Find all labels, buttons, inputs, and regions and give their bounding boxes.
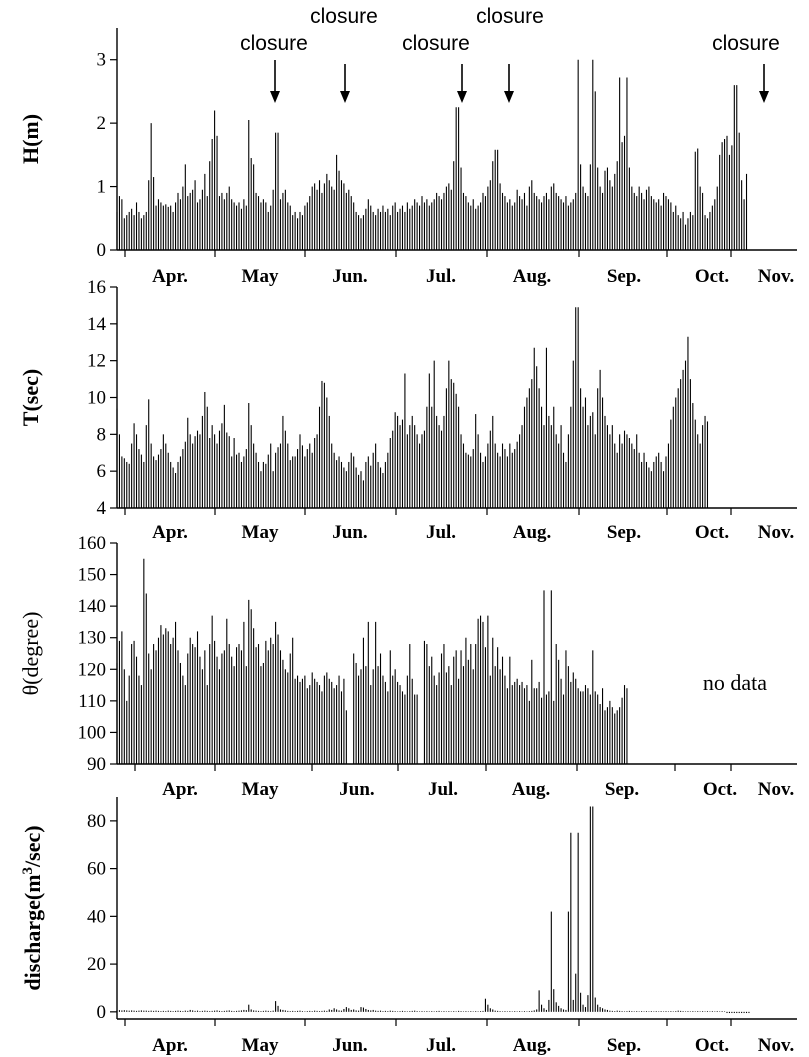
closure-annotation: closure	[240, 32, 308, 55]
y-tick-label: 3	[97, 50, 107, 71]
month-label: Sep.	[605, 779, 639, 800]
y-tick-label: 60	[87, 859, 106, 880]
month-label: Aug.	[513, 522, 552, 543]
y-tick-label: 12	[87, 351, 106, 372]
month-label: Jun.	[332, 266, 367, 287]
closure-annotation: closure	[712, 32, 780, 55]
closure-arrowhead	[270, 91, 280, 103]
y-tick-label: 2	[97, 113, 107, 134]
y-tick-label: 8	[97, 424, 107, 445]
y-tick-label: 90	[87, 754, 106, 775]
closure-arrowhead	[504, 91, 514, 103]
month-label: May	[242, 522, 279, 543]
closure-annotation: closure	[402, 32, 470, 55]
y-tick-label: 10	[87, 388, 106, 409]
y-tick-label: 0	[97, 240, 107, 261]
month-label: Jun.	[339, 779, 374, 800]
y-tick-label: 4	[97, 498, 107, 519]
month-label: Nov.	[758, 522, 794, 543]
month-label: Aug.	[513, 1035, 552, 1056]
y-tick-label: 110	[78, 691, 106, 712]
month-label: Nov.	[758, 779, 794, 800]
month-label: May	[242, 266, 279, 287]
closure-arrowhead	[457, 91, 467, 103]
month-label: Apr.	[152, 522, 188, 543]
closure-arrowhead	[759, 91, 769, 103]
month-label: Jul.	[426, 522, 456, 543]
month-label: May	[242, 1035, 279, 1056]
closure-annotation: closure	[310, 5, 378, 28]
month-label: Sep.	[607, 522, 641, 543]
y-tick-label: 16	[87, 277, 106, 298]
y-tick-label: 130	[78, 628, 107, 649]
month-label: Aug.	[512, 779, 551, 800]
no-data-label: no data	[703, 670, 767, 695]
month-label: Apr.	[152, 1035, 188, 1056]
y-tick-label: 0	[97, 1002, 107, 1023]
y-axis-label: T(sec)	[18, 369, 43, 426]
month-label: Oct.	[695, 522, 729, 543]
y-axis-label: discharge(m3/sec)	[20, 825, 45, 990]
month-label: Oct.	[703, 779, 737, 800]
y-tick-label: 14	[87, 314, 107, 335]
month-label: Jul.	[426, 1035, 456, 1056]
month-label: May	[242, 779, 279, 800]
y-tick-label: 100	[78, 722, 107, 743]
y-tick-label: 140	[78, 596, 107, 617]
month-label: Oct.	[695, 266, 729, 287]
y-axis-label: H(m)	[18, 114, 43, 164]
y-tick-label: 20	[87, 954, 106, 975]
y-tick-label: 80	[87, 811, 106, 832]
month-label: Jun.	[332, 1035, 367, 1056]
month-label: Nov.	[758, 1035, 794, 1056]
y-tick-label: 120	[78, 659, 107, 680]
y-tick-label: 1	[97, 177, 107, 198]
closure-arrowhead	[340, 91, 350, 103]
closure-annotation: closure	[476, 5, 544, 28]
month-label: Jul.	[426, 266, 456, 287]
month-label: Apr.	[152, 266, 188, 287]
y-tick-label: 150	[78, 565, 107, 586]
month-label: Sep.	[607, 266, 641, 287]
month-label: Aug.	[513, 266, 552, 287]
month-label: Jul.	[428, 779, 458, 800]
month-label: Nov.	[758, 266, 794, 287]
y-tick-label: 160	[78, 533, 107, 554]
y-tick-label: 40	[87, 906, 106, 927]
y-tick-label: 6	[97, 461, 107, 482]
y-axis-label: θ(degree)	[18, 612, 43, 696]
month-label: Jun.	[332, 522, 367, 543]
month-label: Oct.	[695, 1035, 729, 1056]
month-label: Sep.	[607, 1035, 641, 1056]
month-label: Apr.	[162, 779, 198, 800]
